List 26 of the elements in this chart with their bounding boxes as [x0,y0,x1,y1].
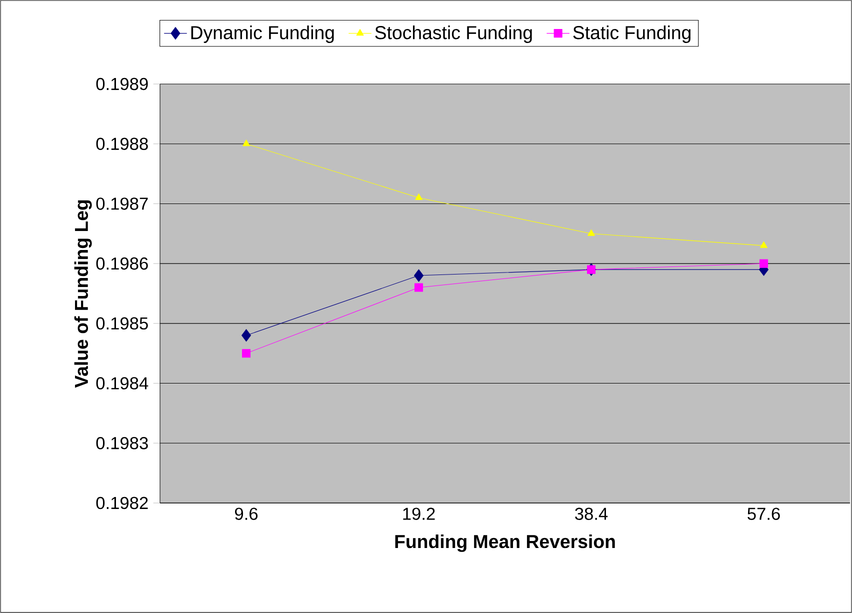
x-tick-label: 19.2 [403,508,435,520]
y-axis-title: Value of Funding Leg [74,200,92,388]
x-tick-label: 9.6 [235,508,258,520]
point [414,283,424,292]
x-axis-title: Funding Mean Reversion [395,534,615,552]
point [759,259,768,268]
point [415,193,422,200]
point [242,349,251,358]
point [242,140,250,146]
y-tick-label: 0.1988 [96,138,148,150]
point [760,241,768,248]
x-tick-label: 38.4 [575,508,608,520]
point [241,329,252,342]
x-tick-label: 57.6 [748,508,780,520]
y-tick-label: 0.1984 [96,377,148,390]
y-tick-label: 0.1983 [96,436,148,450]
legend-label: Static Funding [573,26,690,43]
point [414,269,424,282]
legend-label: Dynamic Funding [191,26,334,43]
y-tick-label: 0.1985 [96,317,148,330]
point [588,229,595,236]
y-tick-label: 0.1987 [96,198,148,210]
legend-label: Stochastic Funding [375,26,532,43]
y-tick-label: 0.1982 [96,496,148,510]
y-tick-label: 0.1986 [96,257,148,270]
y-tick-label: 0.1989 [96,78,148,90]
